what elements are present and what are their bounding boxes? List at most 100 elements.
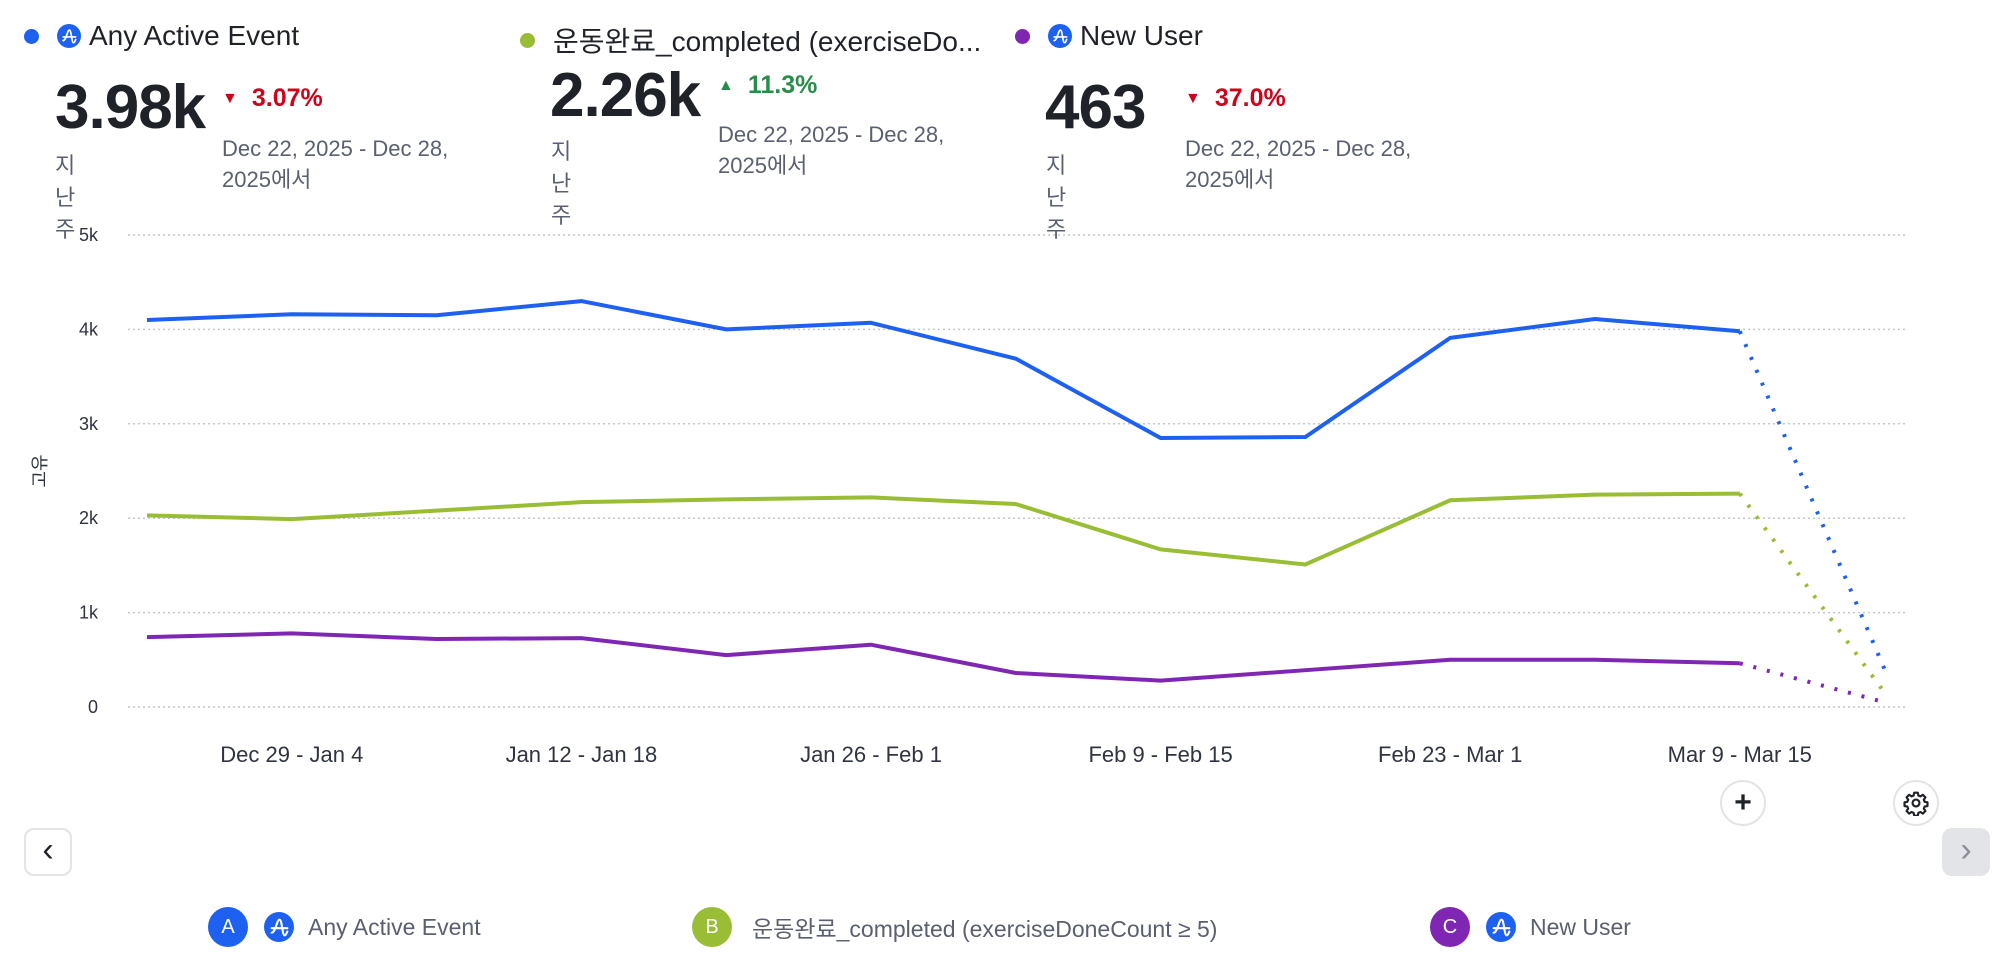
kpi-series-name: 운동완료_completed (exerciseDo...	[553, 26, 982, 57]
data-point[interactable]	[865, 639, 877, 651]
kpi-delta-value: 3.07%	[251, 84, 323, 112]
y-tick-label: 3k	[79, 414, 99, 434]
data-point[interactable]	[286, 308, 298, 320]
kpi-comparison-line2: 2025에서	[1185, 167, 1275, 192]
data-point[interactable]	[1010, 498, 1022, 510]
data-point[interactable]	[575, 632, 587, 644]
data-point[interactable]	[1589, 654, 1601, 666]
data-point[interactable]	[1299, 558, 1311, 570]
data-point[interactable]	[1444, 654, 1456, 666]
data-point[interactable]	[286, 627, 298, 639]
chart-settings-button[interactable]	[1893, 780, 1939, 826]
data-point[interactable]	[141, 509, 153, 521]
y-tick-label: 0	[88, 697, 98, 717]
data-point[interactable]	[1734, 657, 1746, 669]
series-line[interactable]	[146, 631, 1740, 683]
previous-page-button[interactable]: ‹	[24, 828, 72, 876]
data-point[interactable]	[1879, 663, 1891, 675]
series-incomplete-segment[interactable]	[1737, 330, 1887, 671]
y-tick-label: 2k	[79, 508, 99, 528]
series-letter-badge: B	[692, 907, 732, 947]
data-point[interactable]	[720, 493, 732, 505]
add-annotation-button[interactable]: +	[1720, 780, 1766, 826]
series-line[interactable]	[146, 299, 1740, 440]
data-point[interactable]	[1155, 675, 1167, 687]
series-color-dot	[1015, 28, 1030, 44]
data-point[interactable]	[1444, 494, 1456, 506]
x-tick-label: Feb 23 - Mar 1	[1378, 742, 1522, 767]
x-tick-label: Jan 26 - Feb 1	[800, 742, 942, 767]
kpi-value: 463	[1045, 73, 1146, 142]
x-axis-ticks: Dec 29 - Jan 4 Jan 12 - Jan 18 Jan 26 - Fe…	[220, 742, 1812, 767]
kpi-delta: ▼ 3.07%	[222, 84, 323, 113]
data-point[interactable]	[1155, 432, 1167, 444]
data-point[interactable]	[1734, 325, 1746, 337]
kpi-comparison-range: Dec 22, 2025 - Dec 28, 2025에서	[718, 119, 998, 181]
legend-label: Any Active Event	[308, 913, 481, 940]
data-point[interactable]	[141, 314, 153, 326]
data-point[interactable]	[1589, 313, 1601, 325]
kpi-comparison-range: Dec 22, 2025 - Dec 28, 2025에서	[1185, 133, 1465, 195]
kpi-period-label: 지난주	[551, 139, 572, 228]
data-point[interactable]	[1010, 667, 1022, 679]
amplitude-logo-icon	[57, 24, 81, 48]
kpi-value: 2.26k	[550, 61, 701, 130]
data-point[interactable]	[865, 317, 877, 329]
data-point[interactable]	[720, 649, 732, 661]
y-axis-label: 고유	[30, 454, 50, 487]
data-point[interactable]	[431, 505, 443, 517]
data-point[interactable]	[431, 309, 443, 321]
chevron-left-icon: ‹	[42, 831, 54, 869]
legend-item[interactable]: C New User	[1430, 907, 1631, 947]
data-point[interactable]	[1299, 431, 1311, 443]
data-point[interactable]	[720, 323, 732, 335]
series-lines[interactable]	[141, 295, 1891, 708]
legend-item[interactable]: A Any Active Event	[208, 907, 481, 947]
kpi-delta: ▲ 11.3%	[718, 71, 817, 100]
caret-down-icon: ▼	[222, 89, 238, 107]
series-letter-badge: C	[1430, 907, 1470, 947]
kpi-delta: ▼ 37.0%	[1185, 84, 1286, 113]
data-point[interactable]	[865, 491, 877, 503]
series-incomplete-segment[interactable]	[1738, 492, 1887, 695]
data-point[interactable]	[1444, 332, 1456, 344]
kpi-comparison-line1: Dec 22, 2025 - Dec 28,	[222, 136, 449, 161]
data-point[interactable]	[1734, 488, 1746, 500]
series-color-dot	[24, 28, 39, 44]
data-point[interactable]	[1010, 353, 1022, 365]
data-point[interactable]	[431, 633, 443, 645]
kpi-delta-value: 37.0%	[1214, 84, 1286, 112]
gear-icon	[1903, 791, 1929, 816]
data-point[interactable]	[1155, 543, 1167, 555]
data-point[interactable]	[575, 496, 587, 508]
x-tick-label: Mar 9 - Mar 15	[1668, 742, 1812, 767]
kpi-comparison-line2: 2025에서	[718, 153, 808, 178]
data-point[interactable]	[141, 631, 153, 643]
kpi-series-header[interactable]: 운동완료_completed (exerciseDo...	[520, 20, 981, 60]
x-tick-label: Dec 29 - Jan 4	[220, 742, 363, 767]
data-point[interactable]	[1879, 696, 1891, 708]
legend-label: 운동완료_completed (exerciseDoneCount ≥ 5)	[752, 916, 1218, 942]
next-page-button[interactable]: ›	[1942, 828, 1990, 876]
data-point[interactable]	[1299, 664, 1311, 676]
series-incomplete-segment[interactable]	[1739, 661, 1886, 705]
series-line[interactable]	[146, 491, 1740, 567]
legend-item[interactable]: B 운동완료_completed (exerciseDoneCount ≥ 5)	[692, 907, 1217, 947]
line-chart: 0 1k 2k 3k 4k 5k 고유 Dec 29 - Jan 4 Jan 12 - Ja…	[30, 225, 1905, 767]
amplitude-logo-icon	[264, 912, 294, 942]
amplitude-logo-icon	[1048, 24, 1072, 48]
kpi-comparison-line1: Dec 22, 2025 - Dec 28,	[718, 122, 945, 147]
data-point[interactable]	[286, 513, 298, 525]
kpi-delta-value: 11.3%	[747, 71, 818, 99]
kpi-series-header[interactable]: New User	[1015, 20, 1203, 52]
y-tick-label: 1k	[79, 603, 99, 623]
amplitude-logo-icon	[1486, 912, 1516, 942]
legend-label: New User	[1530, 913, 1631, 940]
data-point[interactable]	[1589, 489, 1601, 501]
kpi-series-header[interactable]: Any Active Event	[24, 20, 299, 52]
kpi-value: 3.98k	[55, 73, 206, 142]
data-point[interactable]	[575, 295, 587, 307]
y-tick-label: 4k	[79, 319, 99, 339]
plus-icon: +	[1734, 786, 1752, 819]
caret-up-icon: ▲	[718, 76, 734, 94]
